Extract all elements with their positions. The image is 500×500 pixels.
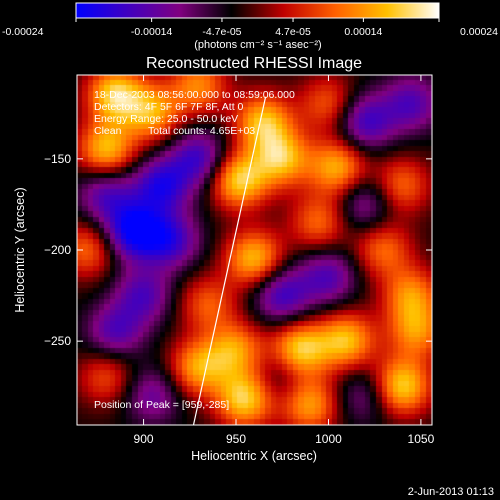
- colorbar-tick-label: -0.00024: [2, 26, 44, 38]
- x-tick-label: 1000: [315, 432, 342, 446]
- x-tick-label: 900: [134, 432, 154, 446]
- image-area: [77, 75, 432, 425]
- annotation-time: 18-Dec-2003 08:56:00.000 to 08:59:06.000: [94, 89, 295, 101]
- colorbar-tick-label: 0.00014: [344, 26, 382, 38]
- annotation-counts: Total counts: 4.65E+03: [148, 125, 255, 137]
- y-tick-label: −150: [44, 152, 71, 166]
- annotation-method: Clean: [94, 125, 122, 137]
- x-tick-label: 950: [226, 432, 246, 446]
- x-ticks: 900 950 1000 1050: [134, 75, 435, 446]
- annotation-detectors: Detectors: 4F 5F 6F 7F 8F, Att 0: [94, 101, 244, 113]
- heatmap-canvas: [77, 75, 432, 425]
- colorbar-tick-label: 0.00024: [460, 26, 498, 38]
- colorbar-tick-label: -0.00014: [131, 26, 173, 38]
- solar-limb-line: [192, 96, 267, 425]
- colorbar-tick-label: 4.7e-05: [275, 26, 311, 38]
- y-axis-label: Heliocentric Y (arcsec): [13, 187, 27, 312]
- y-tick-label: −250: [44, 334, 71, 348]
- footer-timestamp: 2-Jun-2013 01:13: [408, 486, 494, 498]
- chart-title: Reconstructed RHESSI Image: [146, 55, 362, 72]
- x-tick-label: 1050: [408, 432, 435, 446]
- colorbar-tick-label: -4.7e-05: [202, 26, 241, 38]
- colorbar-ticks: -0.00024 -0.00014 -4.7e-05 4.7e-05 0.00014 0.…: [2, 18, 498, 38]
- annotation-peak: Position of Peak = [959,-285]: [94, 399, 229, 411]
- y-tick-label: −200: [44, 243, 71, 257]
- colorbar: [75, 2, 440, 19]
- annotation-energy: Energy Range: 25.0 - 50.0 keV: [94, 113, 238, 125]
- colorbar-units: (photons cm⁻² s⁻¹ asec⁻²): [194, 39, 321, 51]
- y-ticks: −150 −200 −250: [44, 152, 432, 348]
- x-axis-label: Heliocentric X (arcsec): [191, 449, 317, 463]
